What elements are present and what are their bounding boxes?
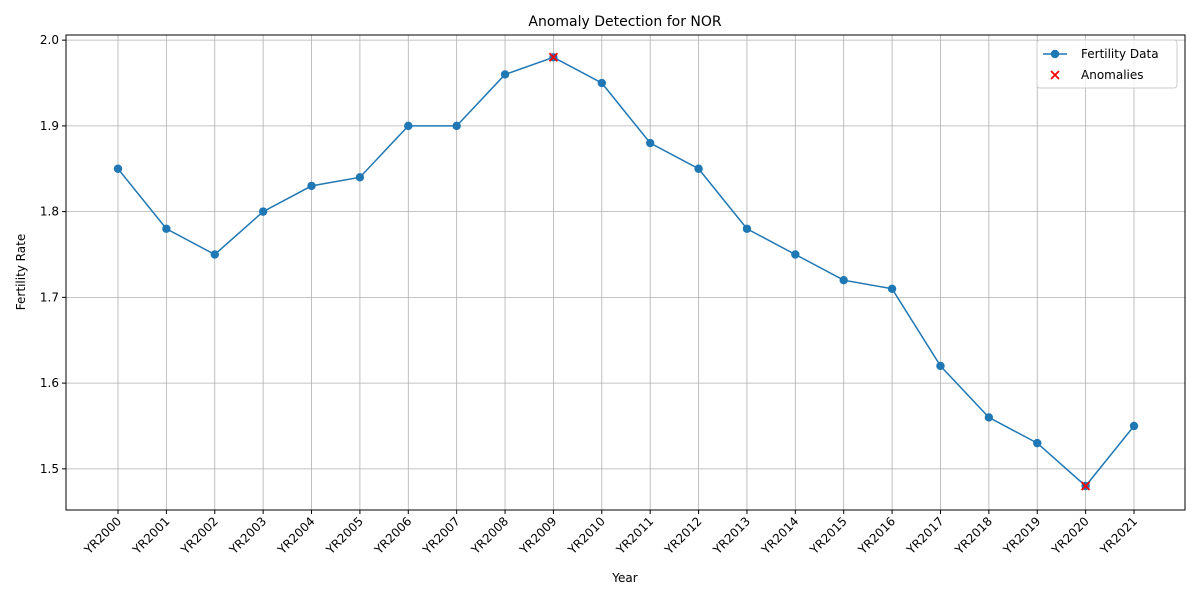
data-point: [113, 164, 123, 173]
data-point: [452, 121, 461, 131]
data-point: [1033, 438, 1042, 448]
y-axis-label: Fertility Rate: [14, 234, 28, 310]
data-point: [742, 224, 752, 233]
data-point: [404, 121, 413, 131]
legend-marker: [1050, 70, 1060, 80]
data-point: [307, 181, 316, 191]
chart-title: Anomaly Detection for NOR: [528, 14, 722, 30]
data-point: [500, 70, 510, 79]
y-tick-label: 1.7: [40, 290, 59, 304]
data-point: [1129, 421, 1139, 431]
anomaly-marker: [548, 52, 559, 62]
data-point: [791, 250, 800, 259]
data-point: [645, 138, 655, 148]
data-point: [210, 250, 219, 259]
legend-label: Fertility Data: [1081, 47, 1159, 61]
y-tick-label: 2.0: [40, 33, 59, 47]
x-axis-label: Year: [611, 571, 637, 585]
data-point: [694, 164, 703, 173]
data-point: [839, 276, 848, 285]
data-point: [258, 207, 268, 216]
y-tick-label: 1.6: [40, 376, 59, 390]
data-line: [117, 56, 1135, 488]
data-point: [984, 413, 994, 422]
anomaly-marker: [1080, 481, 1091, 491]
legend-marker: [1050, 49, 1060, 59]
y-tick-label: 1.8: [40, 205, 59, 219]
data-point: [936, 361, 945, 371]
legend-label: Anomalies: [1081, 68, 1144, 82]
plot-frame: [65, 34, 1186, 511]
data-point: [597, 78, 607, 88]
y-tick-label: 1.5: [40, 462, 59, 476]
data-point: [162, 224, 171, 233]
legend-box: [1036, 39, 1178, 89]
data-point: [887, 284, 897, 293]
data-point: [355, 173, 365, 182]
y-tick-label: 1.9: [40, 119, 59, 133]
